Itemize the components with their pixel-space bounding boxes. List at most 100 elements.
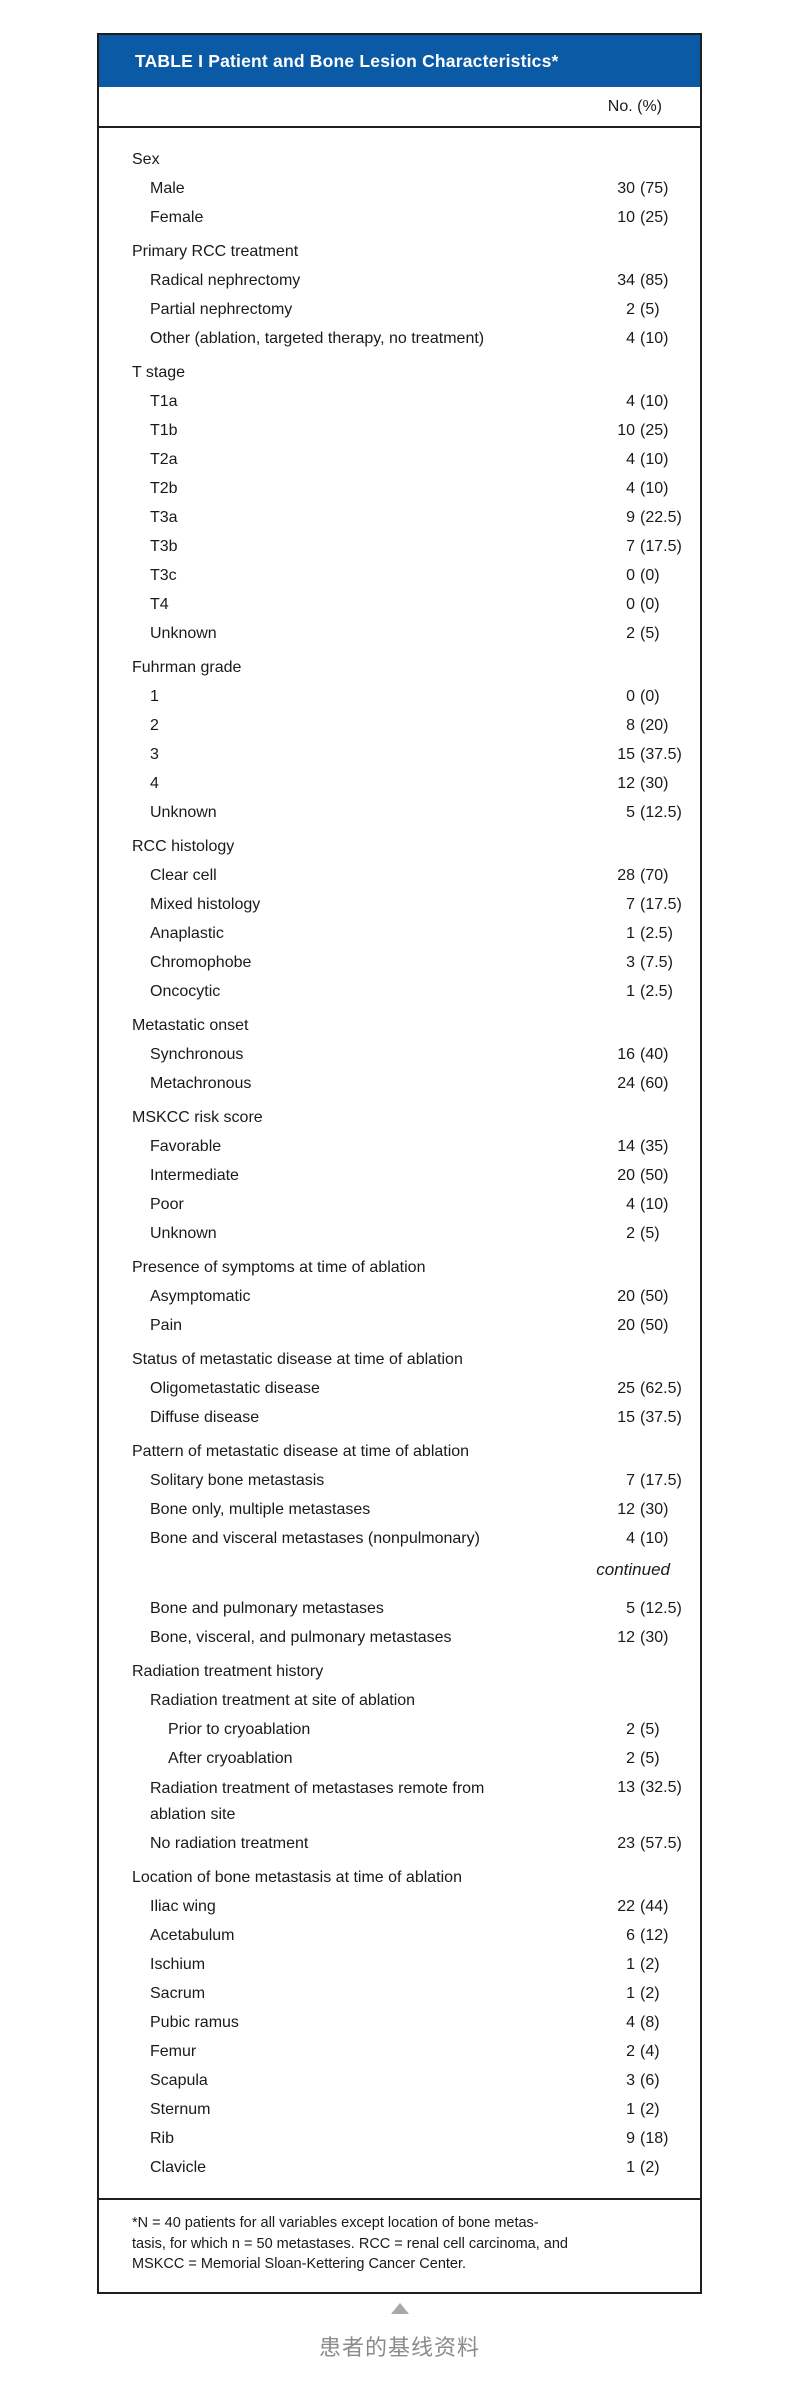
row-value: 3 (6) [605, 2071, 700, 2091]
row-label: Favorable [150, 1137, 222, 1155]
row-value-number: 3 [626, 953, 635, 971]
row-value: 2 (5) [605, 624, 700, 644]
row-value: 7 (17.5) [605, 895, 700, 915]
column-header-no-pct: No. (%) [607, 97, 662, 115]
table-row: Intermediate 20 (50) [99, 1161, 700, 1190]
table-row: Favorable 14 (35) [99, 1132, 700, 1161]
row-value-percent: (50) [640, 1166, 669, 1184]
row-value-number: 24 [617, 1074, 635, 1092]
table-row: T3c 0 (0) [99, 561, 700, 590]
row-value-percent: (5) [640, 1720, 660, 1738]
table-body: Sex Male 30 (75) Female 10 (25) Primary RCC tre… [99, 128, 700, 2198]
row-value-number: 9 [626, 2129, 635, 2147]
row-value-percent: (30) [640, 1500, 669, 1518]
table-row: Oncocytic 1 (2.5) [99, 977, 700, 1006]
table-row: Radiation treatment of metastases remote… [99, 1773, 700, 1829]
row-value: 5 (12.5) [605, 803, 700, 823]
table-row: 2 8 (20) [99, 711, 700, 740]
row-value: 15 (37.5) [605, 1408, 700, 1428]
row-value: 14 (35) [605, 1137, 700, 1157]
row-label: Acetabulum [150, 1926, 235, 1944]
row-value: 1 (2) [605, 2100, 700, 2120]
patient-characteristics-table: TABLE I Patient and Bone Lesion Characte… [97, 33, 702, 2294]
row-value-percent: (75) [640, 179, 669, 197]
row-value: 34 (85) [605, 271, 700, 291]
table-row: Sacrum 1 (2) [99, 1979, 700, 2008]
row-value-percent: (10) [640, 479, 669, 497]
row-value-number: 2 [626, 1749, 635, 1767]
row-label: Unknown [150, 1224, 217, 1242]
table-row: Clear cell 28 (70) [99, 861, 700, 890]
table-row: Clavicle 1 (2) [99, 2153, 700, 2182]
row-value: 2 (5) [605, 1720, 700, 1740]
table-row: continued [99, 1555, 700, 1584]
row-value-number: 2 [626, 2042, 635, 2060]
row-label: T stage [132, 363, 186, 381]
row-value-number: 6 [626, 1926, 635, 1944]
row-value-percent: (2) [640, 1984, 660, 2002]
row-value-percent: (35) [640, 1137, 669, 1155]
table-row: 1 0 (0) [99, 682, 700, 711]
row-value-number: 10 [617, 421, 635, 439]
row-value: 9 (18) [605, 2129, 700, 2149]
row-value-number: 10 [617, 208, 635, 226]
row-value-number: 1 [626, 2100, 635, 2118]
row-value: 13 (32.5) [605, 1778, 700, 1798]
table-row: Pain 20 (50) [99, 1311, 700, 1340]
row-value-percent: (62.5) [640, 1379, 682, 1397]
row-value: 9 (22.5) [605, 508, 700, 528]
row-value-number: 1 [626, 982, 635, 1000]
row-label: Oligometastatic disease [150, 1379, 320, 1397]
row-value-percent: (22.5) [640, 508, 682, 526]
row-label: Radiation treatment at site of ablation [150, 1691, 416, 1709]
row-value-number: 20 [617, 1166, 635, 1184]
table-row: Prior to cryoablation 2 (5) [99, 1715, 700, 1744]
row-value-percent: (25) [640, 208, 669, 226]
row-value-percent: (0) [640, 687, 660, 705]
row-value-percent: (10) [640, 1195, 669, 1213]
row-value-percent: (18) [640, 2129, 669, 2147]
row-value: 7 (17.5) [605, 537, 700, 557]
table-row: No radiation treatment 23 (57.5) [99, 1829, 700, 1858]
row-value: 16 (40) [605, 1045, 700, 1065]
row-value-percent: (12.5) [640, 1599, 682, 1617]
row-label: Sacrum [150, 1984, 206, 2002]
row-value: 1 (2.5) [605, 924, 700, 944]
row-value-percent: (44) [640, 1897, 669, 1915]
section-header-row: RCC histology [99, 832, 700, 861]
row-value-number: 2 [626, 1720, 635, 1738]
table-row: T2b 4 (10) [99, 474, 700, 503]
row-value: 12 (30) [605, 774, 700, 794]
row-label: 4 [150, 774, 159, 792]
row-value: 10 (25) [605, 208, 700, 228]
row-label: Male [150, 179, 185, 197]
row-value-number: 4 [626, 2013, 635, 2031]
row-value: 5 (12.5) [605, 1599, 700, 1619]
table-row: Unknown 2 (5) [99, 1219, 700, 1248]
row-value-percent: (10) [640, 392, 669, 410]
row-label: No radiation treatment [150, 1834, 309, 1852]
row-value-number: 2 [626, 624, 635, 642]
row-value-percent: (17.5) [640, 1471, 682, 1489]
row-value: 24 (60) [605, 1074, 700, 1094]
row-label: Bone and pulmonary metastases [150, 1599, 384, 1617]
table-row: Bone and visceral metastases (nonpulmona… [99, 1524, 700, 1553]
table-row: Unknown 5 (12.5) [99, 798, 700, 827]
row-label: RCC histology [132, 837, 235, 855]
row-value-percent: (0) [640, 595, 660, 613]
row-label: Fuhrman grade [132, 658, 242, 676]
row-value-percent: (12) [640, 1926, 669, 1944]
table-title-bar: TABLE I Patient and Bone Lesion Characte… [99, 35, 700, 87]
table-row: Diffuse disease 15 (37.5) [99, 1403, 700, 1432]
table-row: T4 0 (0) [99, 590, 700, 619]
row-value-number: 4 [626, 392, 635, 410]
section-header-row: Presence of symptoms at time of ablation [99, 1253, 700, 1282]
row-value-percent: (5) [640, 1224, 660, 1242]
row-value-percent: (30) [640, 774, 669, 792]
row-value-percent: (8) [640, 2013, 660, 2031]
row-label: Synchronous [150, 1045, 244, 1063]
row-label: Pattern of metastatic disease at time of… [132, 1442, 470, 1460]
section-header-row: Radiation treatment history [99, 1657, 700, 1686]
triangle-up-icon [390, 2303, 409, 2314]
row-value: 23 (57.5) [605, 1834, 700, 1854]
